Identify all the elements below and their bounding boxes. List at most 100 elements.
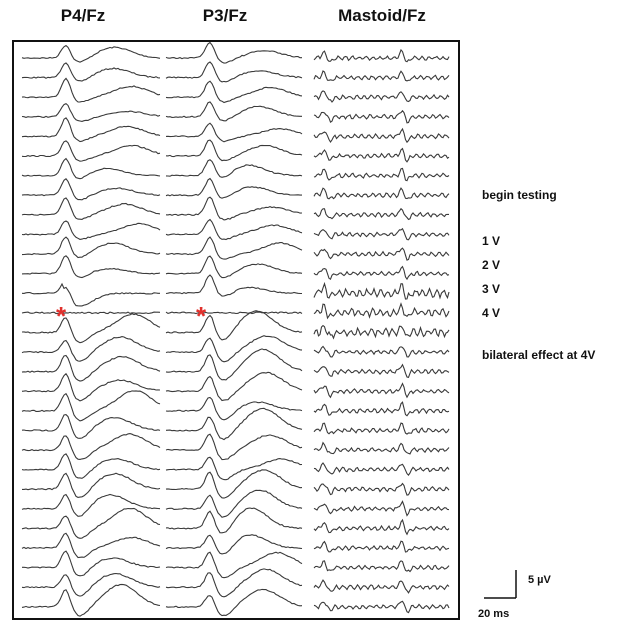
label-begin-testing: begin testing (482, 188, 557, 202)
mastoid-trace (313, 70, 450, 82)
mastoid-trace (313, 600, 450, 614)
p3-trace (165, 236, 303, 260)
p4-trace (21, 220, 161, 240)
p3-trace (165, 177, 302, 199)
mastoid-trace (313, 518, 450, 536)
p3-trace (165, 371, 303, 402)
p3-trace (165, 218, 303, 241)
p4-trace (21, 178, 161, 201)
p3-trace (165, 348, 303, 381)
p4-trace (21, 414, 161, 439)
mastoid-trace (313, 345, 450, 358)
p4-trace (21, 44, 161, 63)
p4-trace (21, 140, 161, 162)
p4-trace (21, 102, 161, 122)
mastoid-trace (313, 540, 450, 553)
p4-trace (21, 336, 161, 362)
label-4v: 4 V (482, 306, 501, 320)
mastoid-trace (313, 167, 450, 182)
mastoid-trace (313, 247, 450, 261)
mastoid-trace (313, 281, 450, 300)
mastoid-trace (313, 401, 450, 417)
mastoid-trace (313, 207, 449, 221)
col-header-p3: P3/Fz (202, 6, 248, 25)
p4-trace (21, 354, 161, 382)
mastoid-trace (313, 382, 450, 399)
p4-trace (21, 507, 161, 539)
mastoid-trace (313, 579, 450, 594)
mastoid-trace (313, 90, 450, 103)
p4-trace (21, 236, 161, 259)
mastoid-trace (313, 560, 450, 573)
p4-trace (21, 117, 161, 143)
p4-trace (21, 62, 161, 82)
p3-trace (165, 433, 303, 461)
p3-trace (165, 274, 302, 297)
stimulus-marker-p3: * (196, 301, 207, 331)
panel-frame (12, 40, 460, 620)
label-3v: 3 V (482, 282, 501, 296)
traces-mastoid (313, 48, 450, 614)
p3-trace (165, 41, 302, 64)
p3-trace (165, 311, 303, 315)
p4-trace (21, 197, 161, 220)
p3-trace (165, 80, 303, 104)
col-header-p4: P4/Fz (60, 6, 106, 25)
p4-trace (21, 372, 161, 402)
p3-trace (165, 61, 303, 83)
p4-trace (21, 313, 161, 344)
p3-trace (165, 469, 303, 499)
mastoid-trace (313, 227, 450, 241)
p4-trace (21, 583, 161, 617)
mastoid-trace (313, 441, 450, 455)
p4-trace (22, 472, 161, 498)
mastoid-trace (313, 422, 450, 435)
traces-p4 (21, 44, 161, 617)
p3-trace (165, 139, 303, 162)
mastoid-trace (313, 500, 450, 517)
mastoid-trace (313, 48, 450, 63)
mastoid-trace (313, 147, 450, 163)
p4-trace (21, 282, 160, 307)
p3-trace (165, 507, 303, 534)
p4-trace (21, 532, 161, 559)
mastoid-trace (313, 482, 450, 496)
p4-trace (21, 157, 161, 180)
stimulus-marker-p4: * (56, 301, 67, 331)
p3-trace (165, 159, 303, 178)
mastoid-trace (313, 462, 450, 476)
p3-trace (165, 534, 303, 555)
p3-trace (165, 588, 303, 617)
col-header-mastoid: Mastoid/Fz (338, 6, 426, 25)
mastoid-trace (313, 363, 450, 379)
mastoid-trace (313, 187, 450, 200)
scale-voltage-label: 5 µV (528, 574, 551, 586)
p3-trace (165, 122, 303, 143)
p4-trace (21, 453, 161, 479)
mastoid-trace (313, 302, 450, 320)
p3-trace (165, 396, 303, 421)
p3-trace (165, 407, 303, 441)
p3-trace (165, 101, 302, 122)
p3-trace (165, 310, 303, 341)
p4-trace (21, 493, 161, 517)
label-bilateral-effect: bilateral effect at 4V (482, 348, 596, 362)
mastoid-trace (313, 127, 450, 144)
trace-panel (12, 40, 460, 620)
p4-trace (21, 311, 161, 315)
p3-trace (165, 196, 303, 221)
label-2v: 2 V (482, 258, 501, 272)
p3-trace (165, 568, 303, 598)
p3-trace (165, 551, 303, 579)
p3-trace (165, 255, 303, 279)
p4-trace (21, 77, 161, 103)
traces-p3 (165, 41, 303, 617)
p4-trace (21, 390, 161, 422)
mastoid-trace (313, 324, 450, 340)
p4-trace (21, 433, 161, 460)
p3-trace (165, 335, 303, 363)
p3-trace (165, 489, 303, 518)
p4-trace (22, 550, 161, 577)
p4-trace (21, 255, 161, 279)
p3-trace (165, 456, 303, 481)
